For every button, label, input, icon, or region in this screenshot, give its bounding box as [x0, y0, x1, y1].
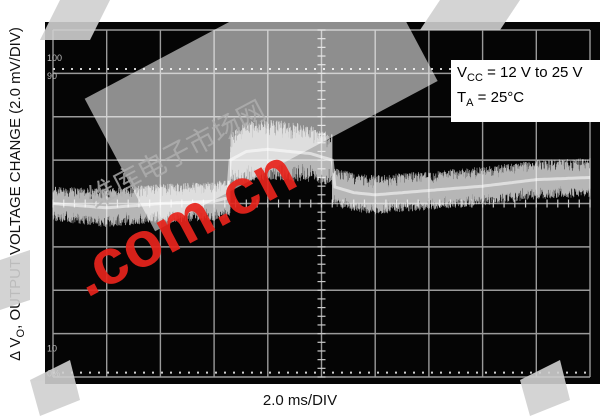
oscilloscope-screen: 100 90 10 0% VCC = 12 V to 25 V TA = 25°C [45, 22, 600, 384]
legend-ta: TA = 25°C [457, 89, 525, 109]
x-axis-label: 2.0 ms/DIV [262, 392, 338, 409]
tick-label: 0% [47, 369, 60, 379]
tick-label: 100 [47, 53, 62, 63]
legend-box: VCC = 12 V to 25 V TA = 25°C [451, 60, 600, 122]
tick-label: 10 [47, 344, 57, 354]
tick-label: 90 [47, 71, 57, 81]
y-axis-label: Δ VO, OUTPUT VOLTAGE CHANGE (2.0 mV/DIV) [7, 27, 27, 361]
legend-vcc: VCC = 12 V to 25 V [457, 64, 583, 84]
